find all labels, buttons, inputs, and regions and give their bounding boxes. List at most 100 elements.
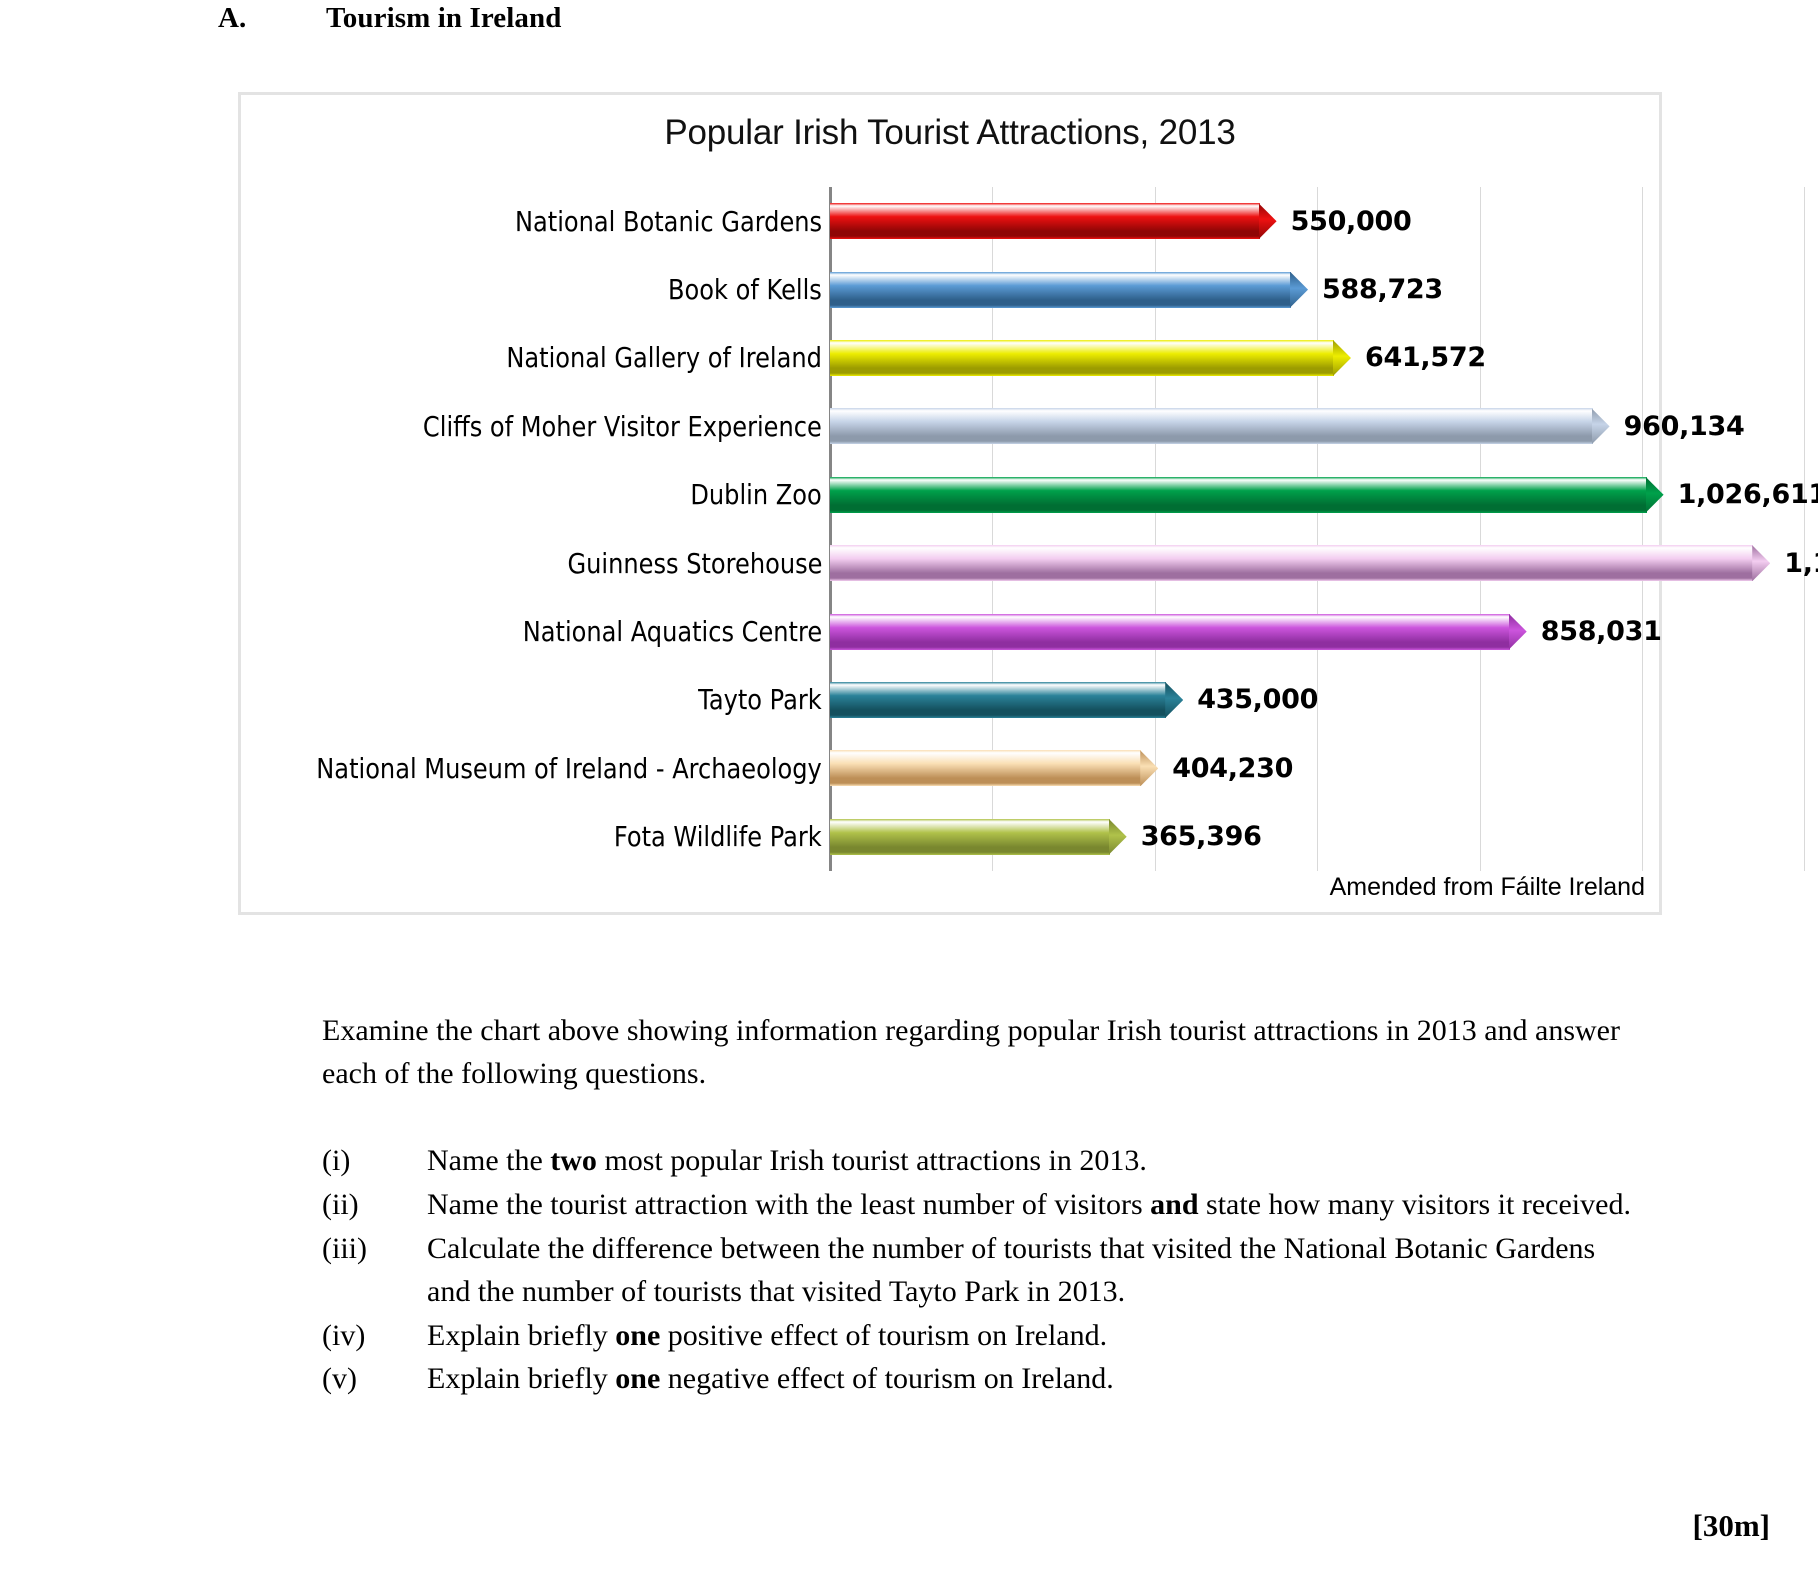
chart-bar-wrap: 641,572 [830, 324, 1486, 392]
chart-bar-tip [1140, 750, 1159, 787]
chart-bar-wrap: 858,031 [830, 597, 1662, 665]
chart-value-label: 641,572 [1364, 342, 1486, 374]
chart-category-label: Cliffs of Moher Visitor Experience [423, 409, 822, 443]
question-text: Explain briefly one negative effect of t… [427, 1362, 1114, 1396]
chart-bar[interactable] [830, 271, 1309, 308]
chart-bar-wrap: 435,000 [830, 666, 1318, 734]
chart-bar-body [830, 818, 1110, 855]
chart-bar-body [830, 476, 1647, 513]
chart-category-label: Fota Wildlife Park [614, 820, 822, 854]
chart-source-note: Amended from Fáilte Ireland [1329, 873, 1645, 901]
question-number: (iii) [322, 1231, 367, 1265]
chart-bar[interactable] [830, 681, 1184, 718]
chart-bar-wrap: 1,157,900 [830, 529, 1818, 597]
intro-paragraph: Examine the chart above showing informat… [322, 1014, 1620, 1090]
chart-bar[interactable] [830, 339, 1351, 376]
question-number: (v) [322, 1362, 357, 1396]
chart-bar-tip [1332, 339, 1351, 376]
chart-bar-tip [1645, 476, 1664, 513]
chart-bar[interactable] [830, 818, 1127, 855]
chart-bar-body [830, 339, 1334, 376]
question-emphasis: one [615, 1318, 661, 1352]
question-item: (i) Name the two most popular Irish touri… [322, 1140, 1632, 1183]
chart-bar-tip [1591, 408, 1610, 445]
chart-bar-wrap: 1,026,611 [830, 461, 1818, 529]
question-text: Name the tourist attraction with the lea… [427, 1187, 1631, 1221]
chart-category-label: Dublin Zoo [690, 478, 822, 512]
question-text: Explain briefly one positive effect of t… [427, 1318, 1108, 1352]
chart-bar-tip [1165, 681, 1184, 718]
question-text: Name the two most popular Irish tourist … [427, 1144, 1147, 1177]
question-number: (iv) [322, 1318, 366, 1352]
chart-bar-wrap: 960,134 [830, 392, 1745, 460]
chart-category-label: National Aquatics Centre [522, 615, 822, 649]
question-item: (ii) Name the tourist attraction with the… [322, 1184, 1632, 1227]
chart-plot-area: National Botanic Gardens 550,000 Book of K… [251, 187, 1818, 887]
question-item: (v) Explain briefly one negative effect o… [322, 1358, 1632, 1401]
section-heading: A. Tourism in Ireland [218, 2, 562, 35]
chart-value-label: 404,230 [1172, 752, 1294, 784]
chart-bar-body [830, 271, 1292, 308]
chart-bar-body [830, 681, 1167, 718]
chart-bar[interactable] [830, 203, 1277, 240]
chart-bar-tip [1508, 613, 1527, 650]
question-emphasis: one [615, 1362, 661, 1396]
chart-category-label: Tayto Park [698, 683, 822, 717]
chart-row: National Gallery of Ireland 641,572 [251, 324, 1655, 392]
chart-bar-wrap: 404,230 [830, 734, 1293, 802]
chart-gridline [1642, 187, 1643, 871]
chart-category-label: Guinness Storehouse [567, 546, 822, 580]
chart-axis-line [829, 187, 832, 871]
question-text: Calculate the difference between the num… [427, 1231, 1596, 1308]
chart-gridline [1154, 187, 1156, 871]
marks-allocation: [30m] [1692, 1508, 1770, 1543]
chart-row: Cliffs of Moher Visitor Experience 960,13… [251, 392, 1745, 460]
page-title: Tourism in Ireland [326, 2, 562, 34]
chart-bar-body [830, 545, 1754, 582]
chart-bar[interactable] [830, 613, 1527, 650]
chart-bar[interactable] [830, 750, 1159, 787]
question-number: (ii) [322, 1187, 359, 1221]
chart-category-label: National Gallery of Ireland [506, 341, 822, 375]
chart-bar[interactable] [830, 545, 1771, 582]
chart-bar[interactable] [830, 408, 1610, 445]
chart-bar-tip [1752, 545, 1771, 582]
chart-bars: National Botanic Gardens 550,000 Book of K… [251, 187, 1818, 871]
chart-gridline [1804, 187, 1806, 871]
chart-bar-tip [1258, 203, 1277, 240]
chart-category-label: National Botanic Gardens [514, 204, 822, 238]
chart-row: Book of Kells 588,723 [251, 255, 1655, 323]
chart-row: National Museum of Ireland - Archaeology… [251, 734, 1655, 802]
chart-row: Tayto Park 435,000 [251, 666, 1655, 734]
chart-bar-body [830, 203, 1260, 240]
chart-row: National Aquatics Centre 858,031 [251, 597, 1662, 665]
chart-gridlines [251, 187, 1806, 871]
chart-category-label: National Museum of Ireland - Archaeology [316, 751, 822, 785]
chart-bar-body [830, 613, 1510, 650]
chart-category-label: Book of Kells [668, 273, 822, 307]
chart-row: Dublin Zoo 1,026,611 [251, 461, 1818, 529]
chart-value-label: 365,396 [1140, 821, 1262, 853]
chart-bar-tip [1108, 818, 1127, 855]
chart-bar-wrap: 550,000 [830, 187, 1412, 255]
chart-gridline [992, 187, 994, 871]
chart-bar-body [830, 750, 1142, 787]
chart-bar-tip [1290, 271, 1309, 308]
question-number: (i) [322, 1144, 351, 1177]
question-list: (i) Name the two most popular Irish touri… [322, 1140, 1632, 1402]
chart-bar[interactable] [830, 476, 1664, 513]
chart-value-label: 550,000 [1290, 205, 1412, 237]
chart-row: Guinness Storehouse 1,157,900 [251, 529, 1818, 597]
chart-container: Popular Irish Tourist Attractions, 2013 … [238, 92, 1818, 915]
chart-row: National Botanic Gardens 550,000 [251, 187, 1655, 255]
chart-value-label: 588,723 [1322, 274, 1443, 306]
chart-bar-wrap: 365,396 [830, 803, 1262, 871]
chart-value-label: 435,000 [1197, 684, 1319, 716]
chart-value-label: 1,157,900 [1784, 547, 1818, 579]
chart-value-label: 960,134 [1623, 410, 1745, 442]
question-item: (iv) Explain briefly one positive effect … [322, 1315, 1632, 1358]
chart-value-label: 858,031 [1540, 616, 1662, 648]
section-letter: A. [218, 2, 247, 34]
chart-value-label: 1,026,611 [1677, 479, 1818, 511]
question-emphasis: two [550, 1144, 597, 1177]
